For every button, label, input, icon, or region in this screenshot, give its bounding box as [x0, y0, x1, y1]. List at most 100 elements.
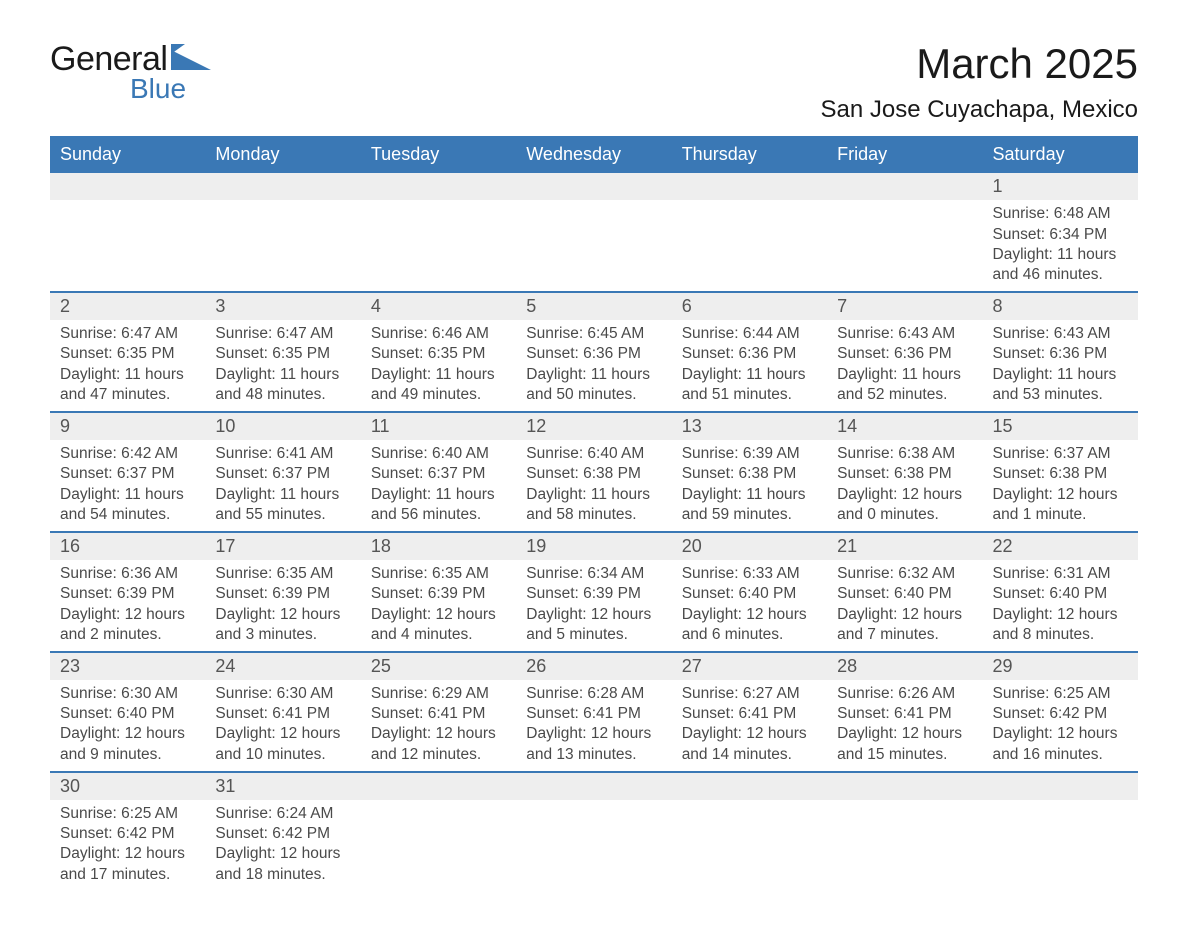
day-number — [361, 172, 516, 200]
day-number: 7 — [827, 292, 982, 320]
day-number — [672, 172, 827, 200]
sunset: Sunset: 6:36 PM — [526, 344, 661, 364]
header: General Blue March 2025 San Jose Cuyacha… — [50, 40, 1138, 124]
day-cell — [827, 200, 982, 292]
daylight: Daylight: 12 hours and 9 minutes. — [60, 724, 195, 764]
day-number — [50, 172, 205, 200]
day-cell — [516, 200, 671, 292]
sunset: Sunset: 6:42 PM — [215, 824, 350, 844]
day-header: Tuesday — [361, 137, 516, 172]
location: San Jose Cuyachapa, Mexico — [820, 96, 1138, 124]
sunset: Sunset: 6:39 PM — [215, 584, 350, 604]
sunrise: Sunrise: 6:38 AM — [837, 444, 972, 464]
sunset: Sunset: 6:39 PM — [371, 584, 506, 604]
daylight: Daylight: 12 hours and 10 minutes. — [215, 724, 350, 764]
sunset: Sunset: 6:38 PM — [837, 464, 972, 484]
day-cell — [361, 800, 516, 891]
day-number: 25 — [361, 652, 516, 680]
day-content-row: Sunrise: 6:48 AMSunset: 6:34 PMDaylight:… — [50, 200, 1138, 292]
day-number: 20 — [672, 532, 827, 560]
day-number — [361, 772, 516, 800]
day-cell: Sunrise: 6:26 AMSunset: 6:41 PMDaylight:… — [827, 680, 982, 772]
daylight: Daylight: 12 hours and 18 minutes. — [215, 844, 350, 884]
daylight: Daylight: 12 hours and 16 minutes. — [993, 724, 1128, 764]
daylight: Daylight: 11 hours and 51 minutes. — [682, 365, 817, 405]
daylight: Daylight: 11 hours and 52 minutes. — [837, 365, 972, 405]
calendar-table: Sunday Monday Tuesday Wednesday Thursday… — [50, 136, 1138, 891]
sunrise: Sunrise: 6:29 AM — [371, 684, 506, 704]
day-cell: Sunrise: 6:31 AMSunset: 6:40 PMDaylight:… — [983, 560, 1138, 652]
sunset: Sunset: 6:40 PM — [60, 704, 195, 724]
sunset: Sunset: 6:39 PM — [526, 584, 661, 604]
sunrise: Sunrise: 6:48 AM — [993, 204, 1128, 224]
sunset: Sunset: 6:37 PM — [371, 464, 506, 484]
day-number — [672, 772, 827, 800]
sunset: Sunset: 6:41 PM — [526, 704, 661, 724]
day-number — [516, 172, 671, 200]
day-cell: Sunrise: 6:29 AMSunset: 6:41 PMDaylight:… — [361, 680, 516, 772]
day-cell: Sunrise: 6:39 AMSunset: 6:38 PMDaylight:… — [672, 440, 827, 532]
day-number: 30 — [50, 772, 205, 800]
day-cell: Sunrise: 6:43 AMSunset: 6:36 PMDaylight:… — [827, 320, 982, 412]
daylight: Daylight: 12 hours and 13 minutes. — [526, 724, 661, 764]
day-number: 27 — [672, 652, 827, 680]
daylight: Daylight: 11 hours and 46 minutes. — [993, 245, 1128, 285]
sunset: Sunset: 6:37 PM — [215, 464, 350, 484]
daylight: Daylight: 11 hours and 58 minutes. — [526, 485, 661, 525]
day-number-row: 9101112131415 — [50, 412, 1138, 440]
day-number: 28 — [827, 652, 982, 680]
sunrise: Sunrise: 6:35 AM — [371, 564, 506, 584]
day-number: 14 — [827, 412, 982, 440]
day-cell — [672, 200, 827, 292]
day-cell — [205, 200, 360, 292]
day-header-row: Sunday Monday Tuesday Wednesday Thursday… — [50, 137, 1138, 172]
daylight: Daylight: 11 hours and 56 minutes. — [371, 485, 506, 525]
sunset: Sunset: 6:41 PM — [371, 704, 506, 724]
day-number: 23 — [50, 652, 205, 680]
sunrise: Sunrise: 6:47 AM — [215, 324, 350, 344]
daylight: Daylight: 12 hours and 15 minutes. — [837, 724, 972, 764]
sunset: Sunset: 6:35 PM — [60, 344, 195, 364]
day-cell — [50, 200, 205, 292]
day-header: Monday — [205, 137, 360, 172]
day-number — [827, 172, 982, 200]
day-header: Sunday — [50, 137, 205, 172]
sunrise: Sunrise: 6:35 AM — [215, 564, 350, 584]
day-header: Wednesday — [516, 137, 671, 172]
sunset: Sunset: 6:34 PM — [993, 225, 1128, 245]
daylight: Daylight: 12 hours and 1 minute. — [993, 485, 1128, 525]
day-number-row: 23242526272829 — [50, 652, 1138, 680]
sunrise: Sunrise: 6:43 AM — [993, 324, 1128, 344]
sunset: Sunset: 6:40 PM — [682, 584, 817, 604]
day-cell: Sunrise: 6:41 AMSunset: 6:37 PMDaylight:… — [205, 440, 360, 532]
day-cell: Sunrise: 6:30 AMSunset: 6:41 PMDaylight:… — [205, 680, 360, 772]
sunset: Sunset: 6:35 PM — [215, 344, 350, 364]
logo-text-blue: Blue — [130, 73, 211, 105]
day-number-row: 2345678 — [50, 292, 1138, 320]
sunrise: Sunrise: 6:40 AM — [371, 444, 506, 464]
sunset: Sunset: 6:39 PM — [60, 584, 195, 604]
sunrise: Sunrise: 6:45 AM — [526, 324, 661, 344]
day-cell: Sunrise: 6:38 AMSunset: 6:38 PMDaylight:… — [827, 440, 982, 532]
day-number: 5 — [516, 292, 671, 320]
sunset: Sunset: 6:37 PM — [60, 464, 195, 484]
day-cell: Sunrise: 6:30 AMSunset: 6:40 PMDaylight:… — [50, 680, 205, 772]
day-cell — [516, 800, 671, 891]
day-number — [827, 772, 982, 800]
day-number: 1 — [983, 172, 1138, 200]
day-cell: Sunrise: 6:36 AMSunset: 6:39 PMDaylight:… — [50, 560, 205, 652]
sunrise: Sunrise: 6:41 AM — [215, 444, 350, 464]
day-number: 22 — [983, 532, 1138, 560]
daylight: Daylight: 11 hours and 49 minutes. — [371, 365, 506, 405]
day-number: 29 — [983, 652, 1138, 680]
sunset: Sunset: 6:41 PM — [837, 704, 972, 724]
day-number: 21 — [827, 532, 982, 560]
daylight: Daylight: 12 hours and 17 minutes. — [60, 844, 195, 884]
sunrise: Sunrise: 6:27 AM — [682, 684, 817, 704]
day-number: 17 — [205, 532, 360, 560]
daylight: Daylight: 11 hours and 47 minutes. — [60, 365, 195, 405]
day-cell: Sunrise: 6:47 AMSunset: 6:35 PMDaylight:… — [50, 320, 205, 412]
sunset: Sunset: 6:41 PM — [215, 704, 350, 724]
day-number: 26 — [516, 652, 671, 680]
day-cell: Sunrise: 6:32 AMSunset: 6:40 PMDaylight:… — [827, 560, 982, 652]
